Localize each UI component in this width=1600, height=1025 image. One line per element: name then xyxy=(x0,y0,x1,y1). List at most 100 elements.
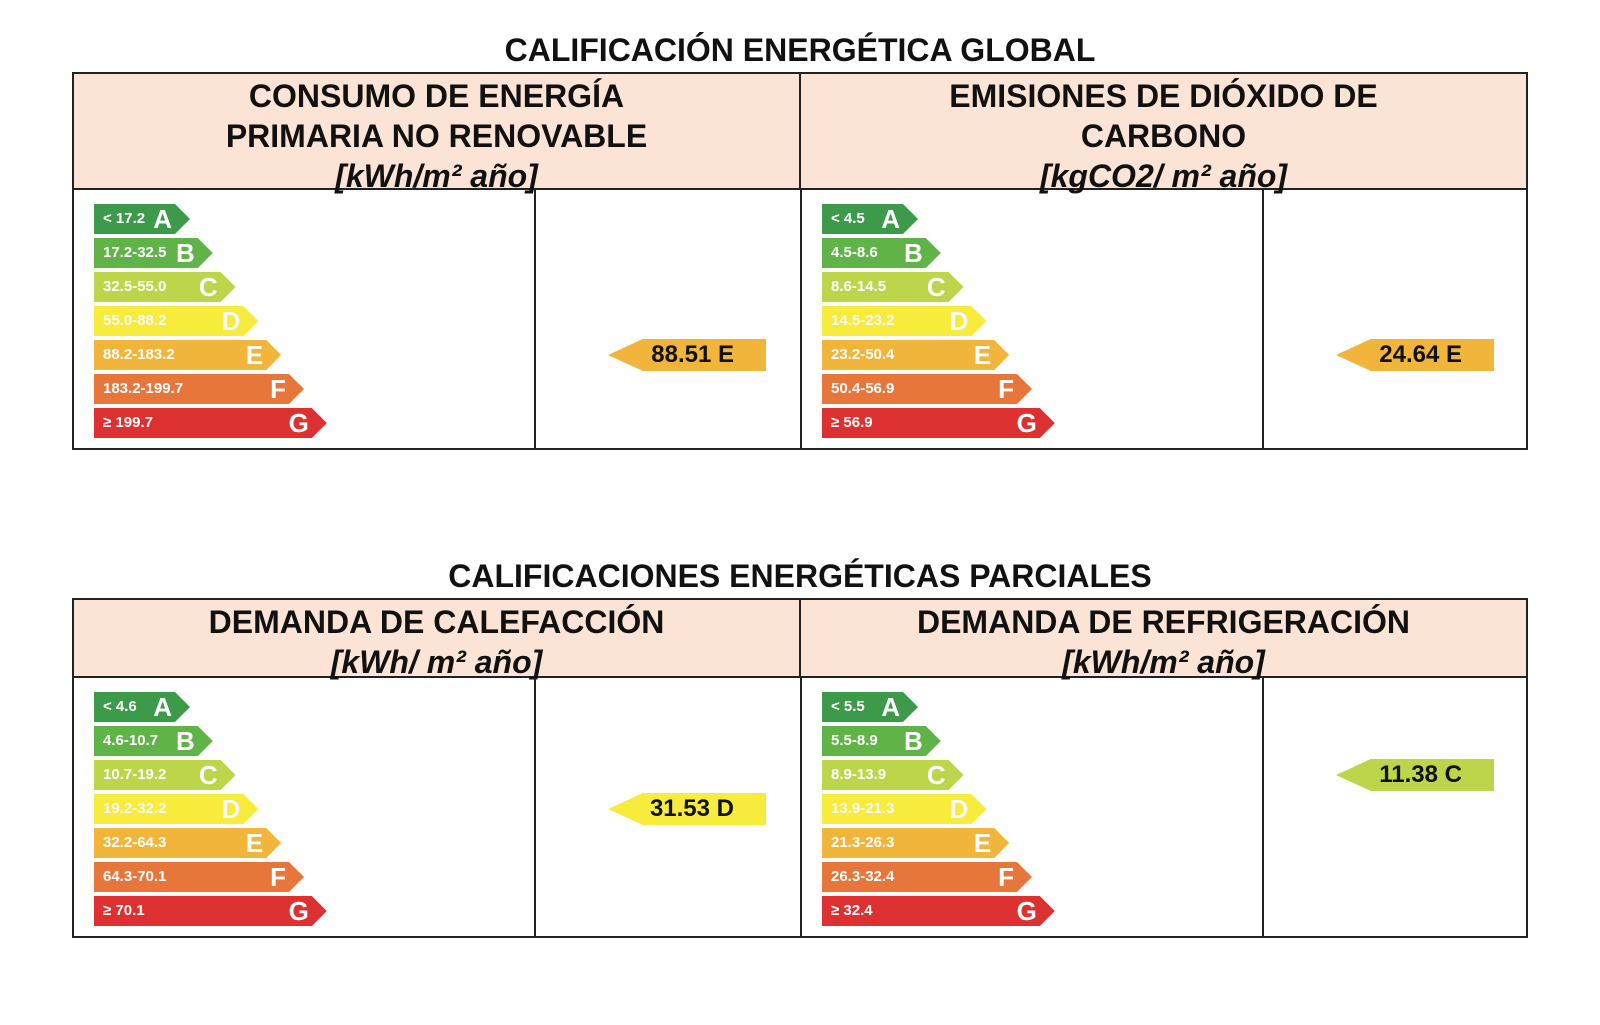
result-badge: 24.64 E xyxy=(1336,339,1494,371)
rating-result-area: 11.38 C xyxy=(1264,678,1526,936)
primary-energy-panel: < 17.2 A 17.2-32.5 B 32.5-55.0 C 55.0-88.2 D 88.… xyxy=(74,190,800,448)
heating-demand-heading: DEMANDA DE CALEFACCIÓN xyxy=(208,604,665,640)
rating-bar-letter: E xyxy=(973,340,992,370)
rating-bar-d: 14.5-23.2 D xyxy=(822,306,987,336)
result-badge: 31.53 D xyxy=(608,793,766,825)
rating-scale: < 4.5 A 4.5-8.6 B 8.6-14.5 C 14.5-23.2 D 23.2-50… xyxy=(802,190,1264,448)
rating-bar-c: 32.5-55.0 C xyxy=(94,272,236,302)
rating-bar-range: 19.2-32.2 xyxy=(103,800,167,817)
rating-bar-letter: G xyxy=(288,896,309,926)
rating-bar-letter: D xyxy=(221,794,241,824)
rating-bar-letter: C xyxy=(198,760,218,790)
rating-bar-c: 10.7-19.2 C xyxy=(94,760,236,790)
rating-bar-range: < 5.5 xyxy=(831,698,865,715)
rating-bar-d: 55.0-88.2 D xyxy=(94,306,259,336)
rating-bar-f: 26.3-32.4 F xyxy=(822,862,1032,892)
cooling-demand-unit: [kWh/m² año] xyxy=(1062,644,1265,680)
rating-bar-letter: A xyxy=(881,204,900,234)
heating-demand-panel: < 4.6 A 4.6-10.7 B 10.7-19.2 C 19.2-32.2 D 32.2-… xyxy=(74,678,800,936)
cooling-demand-heading: DEMANDA DE REFRIGERACIÓN xyxy=(916,604,1411,640)
rating-bar-letter: C xyxy=(926,760,946,790)
co2-emissions-unit: [kgCO2/ m² año] xyxy=(1039,158,1288,194)
global-rating-table: CONSUMO DE ENERGÍA PRIMARIA NO RENOVABLE… xyxy=(72,72,1528,450)
primary-energy-heading-line-1: CONSUMO DE ENERGÍA xyxy=(248,78,625,114)
rating-bar-letter: C xyxy=(926,272,946,302)
rating-bar-e: 88.2-183.2 E xyxy=(94,340,282,370)
rating-bar-letter: D xyxy=(221,306,241,336)
primary-energy-heading-line-2: PRIMARIA NO RENOVABLE xyxy=(225,118,648,154)
rating-result-area: 31.53 D xyxy=(536,678,800,936)
cooling-demand-header: DEMANDA DE REFRIGERACIÓN [kWh/m² año] xyxy=(801,598,1528,680)
rating-bar-range: ≥ 199.7 xyxy=(103,414,153,431)
rating-bar-letter: G xyxy=(1016,408,1037,438)
rating-scale: < 4.6 A 4.6-10.7 B 10.7-19.2 C 19.2-32.2 D 32.2-… xyxy=(74,678,536,936)
rating-bar-e: 23.2-50.4 E xyxy=(822,340,1010,370)
rating-bar-letter: E xyxy=(245,340,264,370)
rating-bar-b: 17.2-32.5 B xyxy=(94,238,213,268)
result-badge: 11.38 C xyxy=(1336,759,1494,791)
rating-bar-letter: D xyxy=(949,306,969,336)
rating-bar-letter: A xyxy=(153,692,172,722)
result-badge: 88.51 E xyxy=(608,339,766,371)
rating-result-area: 24.64 E xyxy=(1264,190,1526,448)
rating-bar-letter: A xyxy=(881,692,900,722)
rating-bar-range: 32.5-55.0 xyxy=(103,278,167,295)
rating-bar-range: 5.5-8.9 xyxy=(831,732,878,749)
rating-bar-range: ≥ 70.1 xyxy=(103,902,145,919)
rating-bar-e: 32.2-64.3 E xyxy=(94,828,282,858)
rating-bar-range: 32.2-64.3 xyxy=(103,834,167,851)
rating-bar-a: < 5.5 A xyxy=(822,692,918,722)
rating-bar-letter: F xyxy=(998,862,1014,892)
rating-bar-range: < 4.5 xyxy=(831,210,865,227)
rating-bar-d: 19.2-32.2 D xyxy=(94,794,259,824)
rating-bar-letter: A xyxy=(153,204,172,234)
partial-ratings-title: CALIFICACIONES ENERGÉTICAS PARCIALES xyxy=(448,558,1152,594)
rating-result-area: 88.51 E xyxy=(536,190,800,448)
rating-bar-f: 183.2-199.7 F xyxy=(94,374,304,404)
rating-bar-range: 55.0-88.2 xyxy=(103,312,167,329)
rating-bar-range: 17.2-32.5 xyxy=(103,244,167,261)
rating-bar-b: 5.5-8.9 B xyxy=(822,726,941,756)
rating-bar-range: ≥ 56.9 xyxy=(831,414,873,431)
rating-bar-range: 50.4-56.9 xyxy=(831,380,895,397)
rating-bar-range: 23.2-50.4 xyxy=(831,346,895,363)
rating-bar-range: 8.9-13.9 xyxy=(831,766,887,783)
rating-scale: < 17.2 A 17.2-32.5 B 32.5-55.0 C 55.0-88.2 D 88.… xyxy=(74,190,536,448)
rating-bar-range: 13.9-21.3 xyxy=(831,800,895,817)
co2-emissions-header: EMISIONES DE DIÓXIDO DE CARBONO [kgCO2/ … xyxy=(801,72,1528,194)
rating-bar-a: < 17.2 A xyxy=(94,204,190,234)
rating-bar-range: < 4.6 xyxy=(103,698,137,715)
rating-bar-c: 8.6-14.5 C xyxy=(822,272,964,302)
rating-bar-f: 64.3-70.1 F xyxy=(94,862,304,892)
rating-bar-g: ≥ 32.4 G xyxy=(822,896,1055,926)
rating-bar-a: < 4.5 A xyxy=(822,204,918,234)
primary-energy-unit: [kWh/m² año] xyxy=(335,158,538,194)
rating-bar-letter: B xyxy=(176,726,195,756)
rating-bar-range: 26.3-32.4 xyxy=(831,868,895,885)
rating-bar-letter: B xyxy=(904,238,923,268)
rating-bar-range: 183.2-199.7 xyxy=(103,380,184,397)
co2-emissions-panel: < 4.5 A 4.5-8.6 B 8.6-14.5 C 14.5-23.2 D 23.2-50… xyxy=(800,190,1526,448)
rating-bar-range: 88.2-183.2 xyxy=(103,346,175,363)
rating-bar-letter: B xyxy=(904,726,923,756)
cooling-demand-panel: < 5.5 A 5.5-8.9 B 8.9-13.9 C 13.9-21.3 D 21.3-26… xyxy=(800,678,1526,936)
rating-scale: < 5.5 A 5.5-8.9 B 8.9-13.9 C 13.9-21.3 D 21.3-26… xyxy=(802,678,1264,936)
rating-bar-e: 21.3-26.3 E xyxy=(822,828,1010,858)
rating-bar-letter: B xyxy=(176,238,195,268)
heating-demand-header: DEMANDA DE CALEFACCIÓN [kWh/ m² año] xyxy=(72,598,801,680)
rating-bar-range: 8.6-14.5 xyxy=(831,278,887,295)
rating-bar-b: 4.5-8.6 B xyxy=(822,238,941,268)
rating-bar-b: 4.6-10.7 B xyxy=(94,726,213,756)
rating-bar-letter: G xyxy=(1016,896,1037,926)
rating-bar-letter: F xyxy=(998,374,1014,404)
rating-bar-letter: G xyxy=(288,408,309,438)
rating-bar-range: 4.6-10.7 xyxy=(103,732,159,749)
rating-bar-letter: C xyxy=(198,272,218,302)
rating-bar-letter: E xyxy=(973,828,992,858)
rating-bar-range: 10.7-19.2 xyxy=(103,766,167,783)
rating-bar-d: 13.9-21.3 D xyxy=(822,794,987,824)
rating-bar-range: 21.3-26.3 xyxy=(831,834,895,851)
rating-bar-range: 64.3-70.1 xyxy=(103,868,167,885)
rating-bar-range: ≥ 32.4 xyxy=(831,902,873,919)
rating-bar-f: 50.4-56.9 F xyxy=(822,374,1032,404)
